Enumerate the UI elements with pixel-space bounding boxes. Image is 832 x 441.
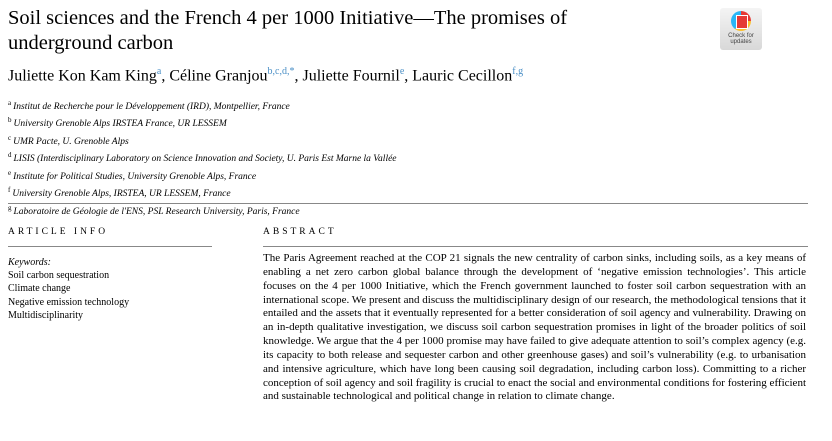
affiliation-text: Laboratoire de Géologie de l'ENS, PSL Re… (13, 206, 300, 217)
separator: , (161, 67, 170, 85)
affiliation-text: UMR Pacte, U. Grenoble Alps (13, 137, 129, 148)
affiliation: a Institut de Recherche pour le Développe… (8, 97, 397, 114)
keywords: Keywords: Soil carbon sequestration Clim… (8, 256, 129, 322)
divider (8, 246, 212, 247)
affiliation: e Institute for Political Studies, Univer… (8, 167, 397, 184)
affiliation-text: Institute for Political Studies, Univers… (13, 171, 257, 182)
separator: , (294, 67, 303, 85)
check-for-updates-badge[interactable]: Check for updates (720, 8, 762, 50)
affiliation: b University Grenoble Alps IRSTEA France,… (8, 114, 397, 131)
affiliation-text: Institut de Recherche pour le Développem… (13, 102, 290, 113)
article-info-heading: ARTICLE INFO (8, 227, 109, 237)
abstract-heading: ABSTRACT (263, 227, 337, 237)
affiliation-text: LISIS (Interdisciplinary Laboratory on S… (13, 154, 397, 165)
keyword: Soil carbon sequestration (8, 270, 110, 282)
abstract-text: The Paris Agreement reached at the COP 2… (263, 252, 806, 403)
keyword: Multidisciplinarity (8, 309, 83, 321)
affiliation-key: g (8, 203, 12, 212)
author[interactable]: Céline Granjou (169, 67, 268, 85)
affiliation: f University Grenoble Alps, IRSTEA, UR LE… (8, 184, 397, 201)
affiliation-key: b (8, 116, 12, 125)
author[interactable]: Lauric Cecillon (412, 67, 513, 85)
affiliation: g Laboratoire de Géologie de l'ENS, PSL R… (8, 202, 397, 219)
author[interactable]: Juliette Fournil (302, 67, 400, 85)
affiliation-key: c (8, 133, 12, 142)
affiliation-key: f (8, 186, 11, 195)
paper-title: Soil sciences and the French 4 per 1000 … (8, 7, 568, 54)
affiliation-text: University Grenoble Alps, IRSTEA, UR LES… (12, 189, 231, 200)
author-affiliation-ref[interactable]: a (156, 66, 162, 77)
badge-line-2: updates (730, 39, 752, 45)
keywords-label: Keywords: (8, 257, 51, 268)
author-list: Juliette Kon Kam Kinga, Céline Granjoub,… (8, 66, 523, 85)
keyword: Negative emission technology (8, 296, 130, 308)
keyword: Climate change (8, 283, 71, 295)
author-affiliation-ref[interactable]: b,c,d,* (267, 66, 295, 77)
separator: , (404, 67, 413, 85)
badge-line-1: Check for (728, 33, 754, 39)
affiliation-key: d (8, 151, 12, 160)
author-affiliation-ref[interactable]: f,g (512, 66, 524, 77)
affiliations: a Institut de Recherche pour le Développe… (8, 97, 397, 219)
affiliation-key: a (8, 99, 12, 107)
affiliation: c UMR Pacte, U. Grenoble Alps (8, 132, 397, 149)
author-affiliation-ref[interactable]: e (399, 66, 405, 77)
crossmark-icon (731, 11, 751, 31)
affiliation-key: e (8, 168, 12, 177)
divider (263, 246, 808, 247)
affiliation: d LISIS (Interdisciplinary Laboratory on … (8, 149, 397, 166)
divider (8, 203, 808, 204)
affiliation-text: University Grenoble Alps IRSTEA France, … (13, 119, 227, 130)
author[interactable]: Juliette Kon Kam King (8, 67, 157, 85)
